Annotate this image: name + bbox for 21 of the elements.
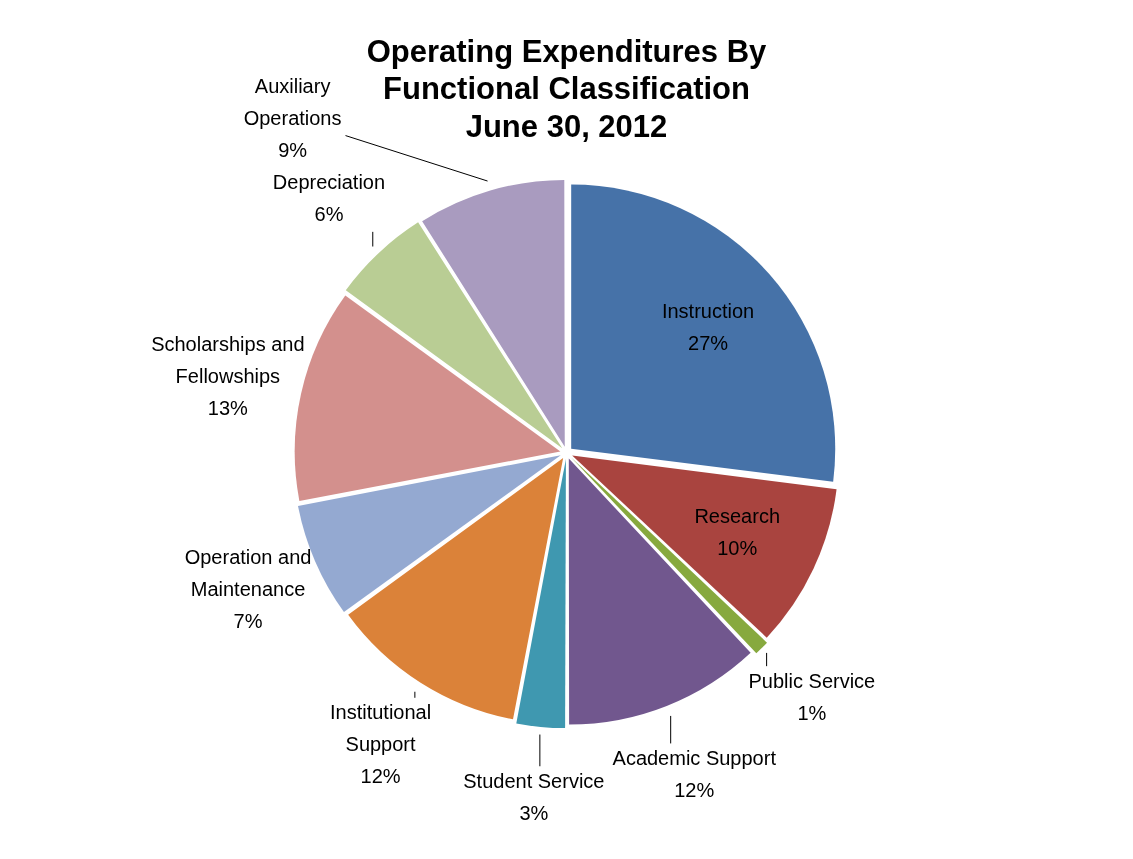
slice-label: Operation and Maintenance <box>184 546 312 601</box>
data-label: 10% <box>717 536 758 559</box>
data-label: 12% <box>360 765 401 788</box>
data-label: 6% <box>314 203 344 226</box>
data-label: 7% <box>233 610 263 633</box>
slice-label: Academic Support <box>612 746 777 769</box>
data-label: 1% <box>797 701 827 724</box>
data-label: 27% <box>688 331 729 354</box>
data-label: 9% <box>278 139 308 162</box>
slice-label: Auxiliary Operations <box>243 75 342 130</box>
data-label: 13% <box>207 396 249 419</box>
data-label: 12% <box>674 778 715 801</box>
slice-label: Student Service <box>463 769 605 792</box>
slice-label: Instruction <box>661 299 755 322</box>
slice-label: Public Service <box>748 669 876 692</box>
slice-label: Depreciation <box>272 171 386 194</box>
slice-label: Scholarships and Fellowships <box>151 332 305 387</box>
slice-label: Research <box>694 504 781 527</box>
data-label: 3% <box>519 801 549 824</box>
chart-title: Operating Expenditures By Functional Classification June 30, 2012 <box>366 34 768 144</box>
slice-label: Institutional Support <box>329 701 432 756</box>
